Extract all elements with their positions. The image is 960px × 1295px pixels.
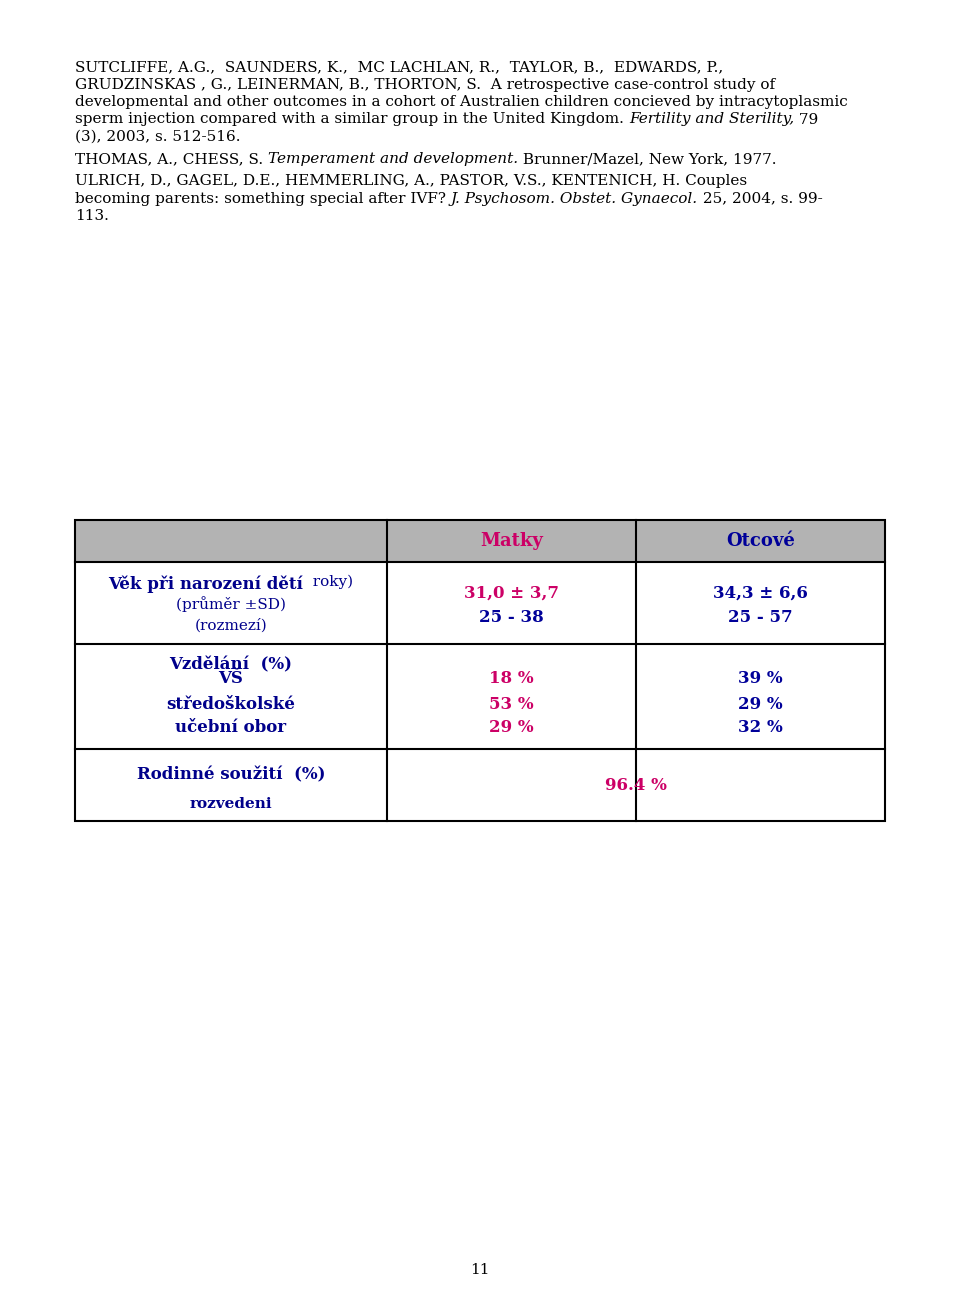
Text: 29 %: 29 % [738,695,782,712]
Text: 29 %: 29 % [489,719,534,736]
Text: Matky: Matky [480,532,542,550]
Text: J. Psychosom. Obstet. Gynaecol.: J. Psychosom. Obstet. Gynaecol. [451,192,698,206]
Text: 32 %: 32 % [738,719,782,736]
Text: Rodinné soužití  (%): Rodinné soužití (%) [136,767,325,783]
Text: Vzdělání  (%): Vzdělání (%) [169,657,293,673]
Text: 79: 79 [794,113,818,127]
Text: (3), 2003, s. 512-516.: (3), 2003, s. 512-516. [75,130,241,144]
Text: Fertility and Sterility,: Fertility and Sterility, [629,113,794,127]
Text: 53 %: 53 % [489,695,534,712]
Text: 11: 11 [470,1263,490,1277]
Bar [75,521,885,562]
Text: THOMAS, A., CHESS, S.: THOMAS, A., CHESS, S. [75,152,268,166]
Bar [75,562,885,644]
Bar [75,749,885,821]
Text: 25 - 57: 25 - 57 [728,609,793,627]
Text: středoškolské: středoškolské [166,695,296,712]
Text: VŠ: VŠ [219,670,244,686]
Text: 34,3 ± 6,6: 34,3 ± 6,6 [713,584,808,602]
Text: 39 %: 39 % [738,670,782,686]
Text: 25 - 38: 25 - 38 [479,609,543,627]
Text: developmental and other outcomes in a cohort of Australien children concieved by: developmental and other outcomes in a co… [75,95,848,109]
Text: becoming parents: something special after IVF?: becoming parents: something special afte… [75,192,451,206]
Text: (rozmezí): (rozmezí) [195,618,267,632]
Text: 31,0 ± 3,7: 31,0 ± 3,7 [464,584,559,602]
Text: ULRICH, D., GAGEL, D.E., HEMMERLING, A., PASTOR, V.S., KENTENICH, H. Couples: ULRICH, D., GAGEL, D.E., HEMMERLING, A.,… [75,174,747,188]
Text: 113.: 113. [75,208,108,223]
Text: 96.4 %: 96.4 % [605,777,667,794]
Text: Otcové: Otcové [726,532,795,550]
Text: učební obor: učební obor [176,719,286,736]
Text: 25, 2004, s. 99-: 25, 2004, s. 99- [698,192,823,206]
Text: GRUDZINSKAS , G., LEINERMAN, B., THORTON, S.  A retrospective case-control study: GRUDZINSKAS , G., LEINERMAN, B., THORTON… [75,78,775,92]
Text: Temperament and development.: Temperament and development. [268,152,518,166]
Text: rozvedeni: rozvedeni [190,796,273,811]
Text: sperm injection compared with a similar group in the United Kingdom.: sperm injection compared with a similar … [75,113,629,127]
Text: roky): roky) [303,575,353,589]
Text: Věk při narození dětí: Věk při narození dětí [108,575,303,593]
Bar [75,644,885,749]
Text: 18 %: 18 % [489,670,534,686]
Text: (průměr ±SD): (průměr ±SD) [176,597,286,613]
Bar [75,521,885,821]
Text: Brunner/Mazel, New York, 1977.: Brunner/Mazel, New York, 1977. [518,152,777,166]
Text: SUTCLIFFE, A.G.,  SAUNDERS, K.,  MC LACHLAN, R.,  TAYLOR, B.,  EDWARDS, P.,: SUTCLIFFE, A.G., SAUNDERS, K., MC LACHLA… [75,60,723,74]
